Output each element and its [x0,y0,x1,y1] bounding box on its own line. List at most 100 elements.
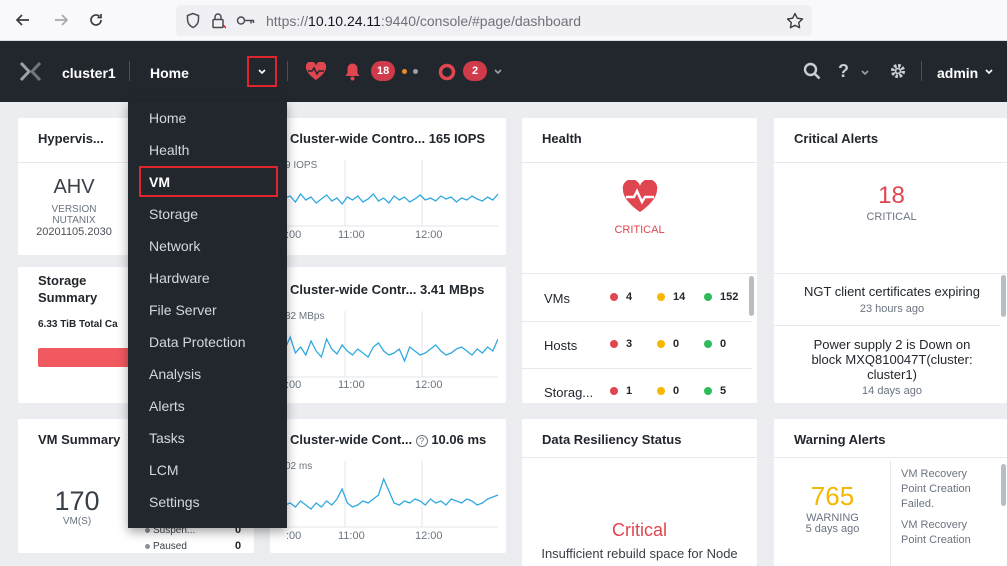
alert-info-dot-icon [413,69,418,74]
search-icon[interactable] [803,62,821,80]
reload-icon [90,14,102,26]
hypervisor-name: AHV [53,176,95,198]
bookmark-star-icon[interactable] [786,12,804,29]
chart-tick-label: 11:00 [338,530,365,542]
menu-item-tasks[interactable]: Tasks [149,430,185,446]
header-separator [921,61,922,81]
health-critical-count: 1 [610,385,632,397]
resiliency-message: Insufficient rebuild space for Node [541,546,738,561]
chevron-down-icon[interactable] [860,69,870,76]
health-card[interactable]: Health CRITICAL VMs 4 14 152 Hosts 3 0 0… [522,118,757,403]
gear-icon[interactable] [889,62,907,80]
hypervisor-summary-card[interactable]: Hypervis... AHV VERSION NUTANIX 20201105… [18,118,134,255]
bandwidth-sparkline [285,311,498,378]
health-row-storage[interactable]: Storag... 1 0 5 [522,369,756,403]
back-button[interactable] [12,9,34,31]
card-divider [774,325,1000,326]
card-title: Summary [38,290,98,305]
shield-icon[interactable] [185,12,201,29]
menu-item-home[interactable]: Home [149,110,187,126]
card-title: Critical Alerts [794,131,879,146]
menu-item-data-protection[interactable]: Data Protection [149,334,246,350]
tasks-circle-icon[interactable] [438,63,456,81]
cluster-name[interactable]: cluster1 [62,65,116,81]
version-label: VERSION [51,204,97,215]
health-heart-icon[interactable] [305,62,327,81]
card-divider [18,162,134,163]
chart-max-label: 32 MBps [285,311,325,322]
warning-alert-item[interactable]: VM Recovery Point Creation [901,519,971,546]
warning-value: 0 [673,385,680,397]
card-title: Cluster-wide Cont... ? 10.06 ms [290,432,486,447]
chevron-down-icon[interactable] [984,68,994,75]
alert-item-text[interactable]: Power supply 2 is Down on block MXQ81004… [811,337,973,382]
health-heart-icon [622,180,658,212]
critical-alert-label: CRITICAL [866,211,917,223]
menu-item-file-server[interactable]: File Server [149,302,217,318]
chart-current-value: 10.06 ms [431,432,487,447]
alert-item-time: 14 days ago [862,385,922,397]
health-row-vms[interactable]: VMs 4 14 152 [522,275,756,322]
browser-toolbar: https://10.10.24.11:9440/console/#page/d… [0,0,1007,41]
vm-state-value: 0 [235,540,242,552]
alerts-scrollbar[interactable] [1001,275,1006,317]
page-menu-toggle[interactable] [247,56,277,87]
lock-icon[interactable] [210,12,226,29]
state-dot-icon [145,527,150,533]
iops-chart-card[interactable]: Cluster-wide Contro... 165 IOPS 9 IOPS :… [270,118,506,255]
warning-alert-item[interactable]: VM Recovery Point Creation Failed. [901,468,971,510]
menu-item-alerts[interactable]: Alerts [149,398,185,414]
warning-alerts-card[interactable]: Warning Alerts 765 WARNING 5 days ago VM… [774,419,1007,566]
alerts-count-badge[interactable]: 18 [371,61,396,81]
menu-item-hardware[interactable]: Hardware [149,270,210,286]
card-divider [774,162,1007,163]
alert-warning-dot-icon [402,69,407,74]
good-value: 5 [720,385,727,397]
help-icon[interactable]: ? [838,61,849,81]
warning-value: 14 [673,291,686,303]
critical-value: 3 [626,338,633,350]
menu-item-health[interactable]: Health [149,142,190,158]
menu-item-settings[interactable]: Settings [149,494,200,510]
health-row-label: Storag... [544,385,594,400]
card-title: Health [542,131,582,146]
health-row-hosts[interactable]: Hosts 3 0 0 [522,322,756,369]
card-divider [522,321,752,322]
health-status: CRITICAL [614,224,665,236]
menu-item-storage[interactable]: Storage [149,206,199,222]
hypervisor-vendor: NUTANIX [52,215,96,226]
user-menu[interactable]: admin [937,65,979,81]
warning-alert-time: 5 days ago [805,523,860,535]
chart-tick-label: :00 [286,530,302,542]
current-page-label[interactable]: Home [150,65,189,81]
chart-tick-label: :00 [286,379,302,391]
health-warning-count: 0 [657,385,679,397]
latency-chart-card[interactable]: Cluster-wide Cont... ? 10.06 ms 02 ms :0… [270,419,506,553]
tasks-count-badge[interactable]: 2 [463,61,487,81]
alert-item-text[interactable]: NGT client certificates expiring [803,284,981,299]
address-bar[interactable]: https://10.10.24.11:9440/console/#page/d… [176,5,812,36]
health-scrollbar[interactable] [749,276,754,316]
storage-usage-bar [38,348,134,367]
alerts-bell-icon[interactable] [344,62,361,81]
good-value: 0 [720,338,727,350]
menu-item-analysis[interactable]: Analysis [149,366,202,382]
card-title: Warning Alerts [794,432,886,447]
chevron-down-icon[interactable] [493,68,503,75]
storage-summary-card[interactable]: Storage Summary 6.33 TiB Total Ca [18,267,134,403]
warning-scrollbar[interactable] [1001,464,1006,506]
bandwidth-chart-card[interactable]: Cluster-wide Contr... 3.41 MBps 32 MBps … [270,267,506,403]
nutanix-logo-icon[interactable] [19,62,42,81]
critical-dot-icon [610,293,618,302]
menu-item-network[interactable]: Network [149,238,201,254]
critical-alerts-card[interactable]: Critical Alerts 18 CRITICAL NGT client c… [774,118,1007,403]
info-icon[interactable]: ? [415,435,428,447]
menu-item-lcm[interactable]: LCM [149,462,179,478]
menu-item-vm[interactable]: VM [149,174,170,190]
key-icon[interactable] [236,14,256,27]
critical-dot-icon [610,387,618,396]
card-divider [522,368,752,369]
reload-button[interactable] [85,9,107,31]
forward-button[interactable] [50,9,72,31]
data-resiliency-card[interactable]: Data Resiliency Status Critical Insuffic… [522,419,757,566]
